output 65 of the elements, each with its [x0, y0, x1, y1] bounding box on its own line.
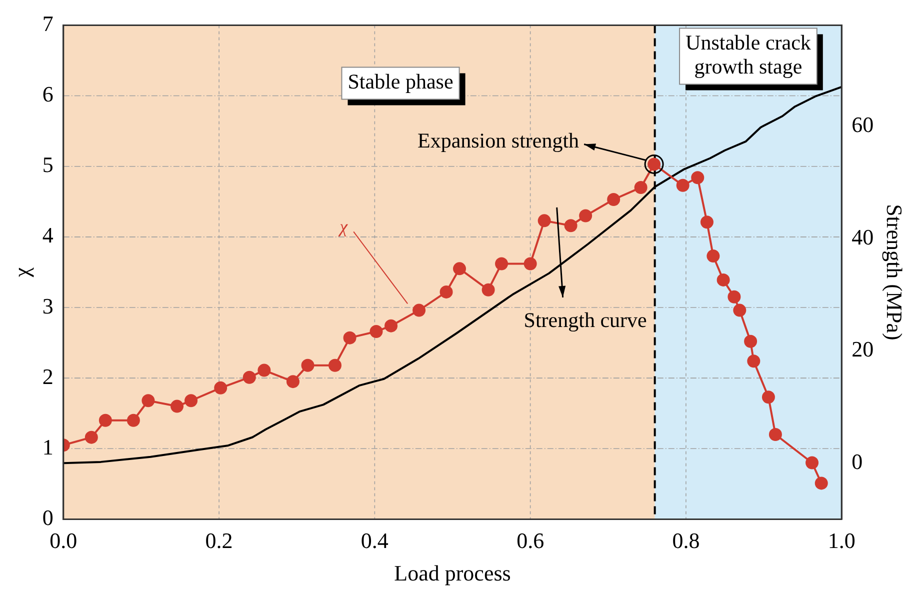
y2-axis-title: Strength (MPa) — [882, 204, 908, 340]
point — [768, 428, 782, 442]
band-label: Stable phase — [348, 70, 454, 94]
y-tick-label: 6 — [42, 82, 54, 107]
point — [170, 400, 184, 413]
point — [142, 394, 155, 408]
x-tick-label: 0.0 — [50, 528, 78, 554]
point — [716, 273, 730, 286]
point — [762, 390, 775, 404]
x-tick-label: 0.2 — [205, 528, 233, 554]
point — [700, 216, 714, 229]
x-tick-label: 0.8 — [672, 528, 700, 554]
y-tick-label: 4 — [42, 222, 54, 248]
point — [691, 171, 704, 184]
y-tick-label: 5 — [42, 152, 54, 178]
point — [814, 476, 828, 490]
point — [676, 178, 690, 192]
y2-tick-label: 40 — [852, 224, 874, 250]
point — [564, 219, 578, 232]
point — [634, 181, 648, 194]
y-axis-title: χ — [8, 267, 34, 278]
x-tick-label: 1.0 — [828, 528, 856, 554]
annotation: χ — [338, 216, 349, 236]
point — [184, 394, 198, 408]
point — [440, 285, 453, 298]
y-tick-label: 7 — [42, 10, 54, 36]
point — [370, 324, 383, 338]
point — [242, 370, 256, 384]
point — [98, 414, 112, 427]
annotation: Strength curve — [524, 308, 647, 332]
point — [524, 257, 537, 270]
y-tick-label: 2 — [42, 364, 54, 389]
y-tick-label: 1 — [42, 434, 54, 460]
y2-tick-label: 0 — [852, 448, 863, 474]
point — [343, 331, 356, 344]
y2-tick-label: 60 — [852, 112, 874, 138]
point — [607, 193, 620, 206]
annotation: Expansion strength — [417, 128, 580, 153]
point — [728, 290, 741, 304]
y-tick-label: 3 — [42, 293, 54, 318]
point — [258, 364, 271, 377]
point — [538, 214, 551, 228]
point — [482, 283, 495, 296]
point — [747, 354, 760, 368]
point — [301, 358, 314, 372]
x-tick-label: 0.6 — [516, 528, 544, 554]
point — [126, 414, 140, 427]
point — [806, 456, 819, 470]
y2-tick-label: 20 — [852, 336, 874, 362]
point — [495, 257, 508, 270]
band-label: Unstable crack growth stage — [686, 30, 812, 79]
point — [84, 430, 98, 444]
point — [579, 209, 592, 222]
point — [744, 334, 758, 348]
point — [384, 319, 398, 332]
y-tick-label: 0 — [42, 504, 54, 530]
point — [286, 375, 300, 388]
point — [328, 358, 342, 372]
point — [733, 304, 746, 317]
x-tick-label: 0.4 — [360, 528, 388, 554]
point — [706, 249, 720, 262]
x-axis-title: Load process — [394, 560, 511, 586]
point — [214, 381, 228, 394]
point — [412, 304, 426, 317]
point — [453, 262, 466, 276]
